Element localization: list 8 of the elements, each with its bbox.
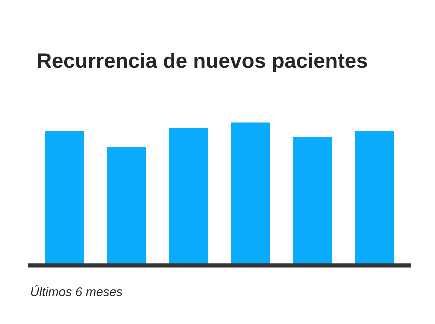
chart-title: Recurrencia de nuevos pacientes bbox=[38, 52, 368, 72]
bar bbox=[106, 146, 148, 266]
bar bbox=[168, 127, 210, 266]
bar bbox=[44, 130, 86, 266]
bar bbox=[230, 121, 272, 266]
bar bbox=[292, 136, 334, 266]
x-axis-title: Últimos 6 meses bbox=[31, 285, 123, 296]
bar bbox=[354, 130, 396, 266]
